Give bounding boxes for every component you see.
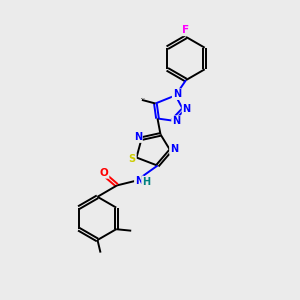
Text: S: S	[129, 154, 136, 164]
Text: O: O	[100, 168, 109, 178]
Text: N: N	[170, 144, 178, 154]
Text: methyl: methyl	[141, 98, 146, 99]
Text: N: N	[172, 116, 180, 126]
Text: N: N	[172, 89, 181, 99]
Text: N: N	[135, 176, 143, 186]
Text: H: H	[142, 177, 150, 187]
Text: N: N	[182, 104, 191, 115]
Text: N: N	[134, 132, 142, 142]
Text: F: F	[182, 25, 190, 35]
